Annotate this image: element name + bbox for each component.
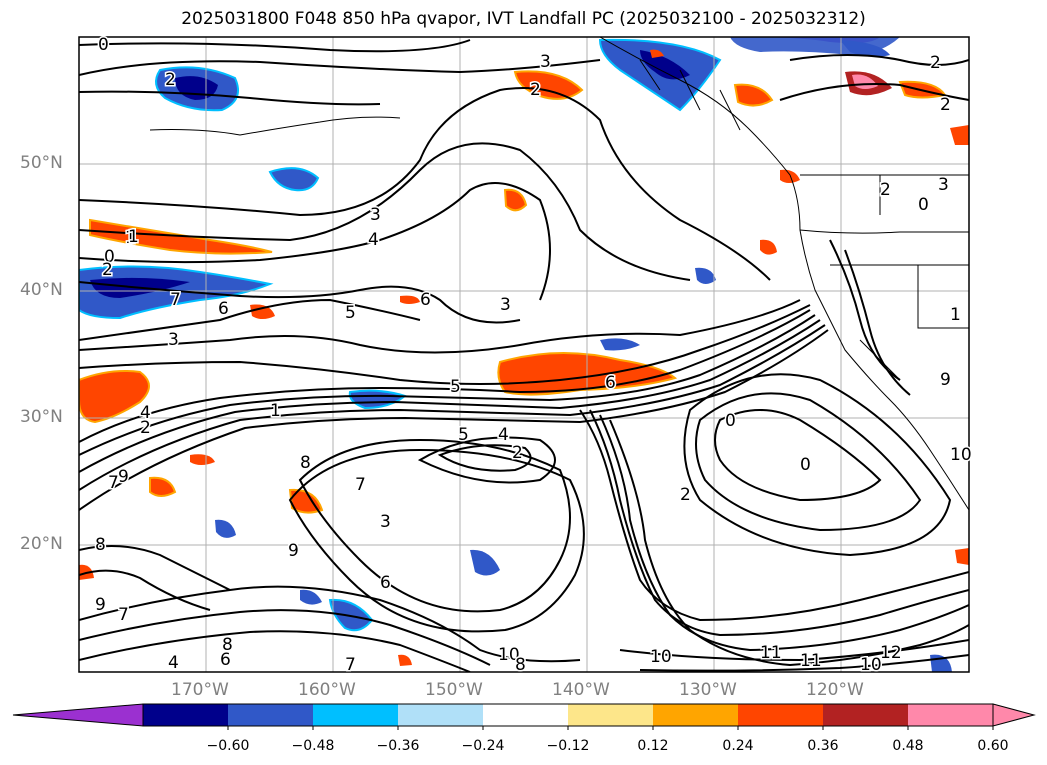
colorbar-segment bbox=[398, 704, 483, 726]
contour-label: 0 bbox=[918, 195, 929, 215]
contour-label: 0 bbox=[104, 247, 115, 267]
colorbar-extend-min bbox=[12, 703, 144, 727]
contour-label: 3 bbox=[540, 52, 551, 72]
contour-label: 2 bbox=[930, 53, 941, 73]
contour-label: 10 bbox=[498, 645, 520, 665]
plot-frame bbox=[78, 36, 970, 673]
colorbar bbox=[12, 703, 1036, 730]
contour-label: 5 bbox=[458, 425, 469, 445]
colorbar-segment bbox=[653, 704, 738, 726]
colorbar-tick-label: −0.60 bbox=[206, 738, 250, 754]
contour-label: 6 bbox=[605, 373, 616, 393]
contour-label: 2 bbox=[165, 70, 176, 90]
colorbar-extend-max bbox=[992, 703, 1036, 727]
contour-label: 7 bbox=[170, 290, 181, 310]
contour-label: 6 bbox=[220, 650, 231, 670]
graticule bbox=[79, 37, 969, 672]
contour-label: 6 bbox=[380, 573, 391, 593]
contour-label: 4 bbox=[498, 425, 509, 445]
colorbar-segment bbox=[483, 704, 568, 726]
colorbar-tick-label: 0.12 bbox=[637, 738, 669, 754]
contour-label: 9 bbox=[95, 595, 106, 615]
lat-label-50n: 50°N bbox=[20, 153, 63, 173]
map-title: 2025031800 F048 850 hPa qvapor, IVT Land… bbox=[181, 9, 866, 29]
contour-label: 2 bbox=[102, 260, 113, 280]
contour-label: 2 bbox=[680, 485, 691, 505]
contour-label: 2 bbox=[140, 418, 151, 438]
lon-label-150w: 150°W bbox=[425, 680, 483, 700]
colorbar-tick-label: −0.36 bbox=[376, 738, 420, 754]
contour-label: 3 bbox=[370, 205, 381, 225]
contour-label: 8 bbox=[515, 655, 526, 675]
contour-label: 11 bbox=[760, 643, 782, 663]
contour-label: 8 bbox=[95, 535, 106, 555]
contour-label: 6 bbox=[420, 290, 431, 310]
contour-label: 0 bbox=[800, 455, 811, 475]
contour-label: 0 bbox=[98, 35, 109, 55]
contour-label: 7 bbox=[108, 473, 119, 493]
contour-label: 10 bbox=[860, 655, 882, 675]
contour-label: 7 bbox=[118, 605, 129, 625]
contour-label: 4 bbox=[368, 230, 379, 250]
lon-label-130w: 130°W bbox=[679, 680, 737, 700]
coastlines bbox=[149, 37, 969, 511]
contour-label: 8 bbox=[222, 635, 233, 655]
lon-label-160w: 160°W bbox=[298, 680, 356, 700]
contour-label: 2 bbox=[512, 443, 523, 463]
lat-label-40n: 40°N bbox=[20, 280, 63, 300]
contour-label: 9 bbox=[118, 467, 129, 487]
contour-label: 7 bbox=[355, 475, 366, 495]
lat-label-30n: 30°N bbox=[20, 407, 63, 427]
colorbar-tick-label: −0.12 bbox=[546, 738, 590, 754]
lon-label-120w: 120°W bbox=[806, 680, 864, 700]
contour-label: 3 bbox=[938, 175, 949, 195]
contour-label: 5 bbox=[450, 377, 461, 397]
contour-label: 1 bbox=[270, 401, 281, 421]
contour-label: 2 bbox=[940, 95, 951, 115]
contour-label: 2 bbox=[530, 80, 541, 100]
contour-label: 1 bbox=[125, 228, 136, 248]
colorbar-tick-label: 0.60 bbox=[977, 738, 1009, 754]
shading-layer bbox=[79, 37, 969, 672]
contour-label: 4 bbox=[140, 403, 151, 423]
contour-label: 9 bbox=[940, 370, 951, 390]
contour-label: 3 bbox=[380, 512, 391, 532]
contour-label: 3 bbox=[500, 295, 511, 315]
colorbar-tick-label: −0.24 bbox=[461, 738, 505, 754]
lon-label-140w: 140°W bbox=[552, 680, 610, 700]
contour-label: 4 bbox=[168, 653, 179, 673]
contour-label: 7 bbox=[345, 655, 356, 675]
contour-label: 2 bbox=[880, 180, 891, 200]
contour-label: 10 bbox=[650, 647, 672, 667]
lon-label-170w: 170°W bbox=[171, 680, 229, 700]
contour-layer bbox=[79, 39, 969, 672]
contour-label: 5 bbox=[345, 303, 356, 323]
colorbar-segment bbox=[568, 704, 653, 726]
contour-label: 11 bbox=[800, 651, 822, 671]
colorbar-tick-label: 0.48 bbox=[892, 738, 924, 754]
contour-label: 0 bbox=[725, 411, 736, 431]
contour-label: 9 bbox=[288, 541, 299, 561]
contour-label: 3 bbox=[168, 330, 179, 350]
contour-label: 1 bbox=[128, 227, 139, 247]
colorbar-segment bbox=[313, 704, 398, 726]
lat-label-20n: 20°N bbox=[20, 534, 63, 554]
contour-label: 12 bbox=[880, 643, 902, 663]
colorbar-tick-label: 0.36 bbox=[807, 738, 839, 754]
colorbar-tick-label: −0.48 bbox=[291, 738, 335, 754]
colorbar-segment bbox=[143, 704, 228, 726]
colorbar-segment bbox=[228, 704, 313, 726]
colorbar-segment bbox=[908, 704, 993, 726]
colorbar-segment bbox=[738, 704, 823, 726]
colorbar-tick-label: 0.24 bbox=[722, 738, 754, 754]
colorbar-segment bbox=[823, 704, 908, 726]
contour-label: 6 bbox=[218, 299, 229, 319]
contour-label: 10 bbox=[950, 445, 972, 465]
contour-label: 8 bbox=[300, 453, 311, 473]
contour-label: 1 bbox=[950, 305, 961, 325]
